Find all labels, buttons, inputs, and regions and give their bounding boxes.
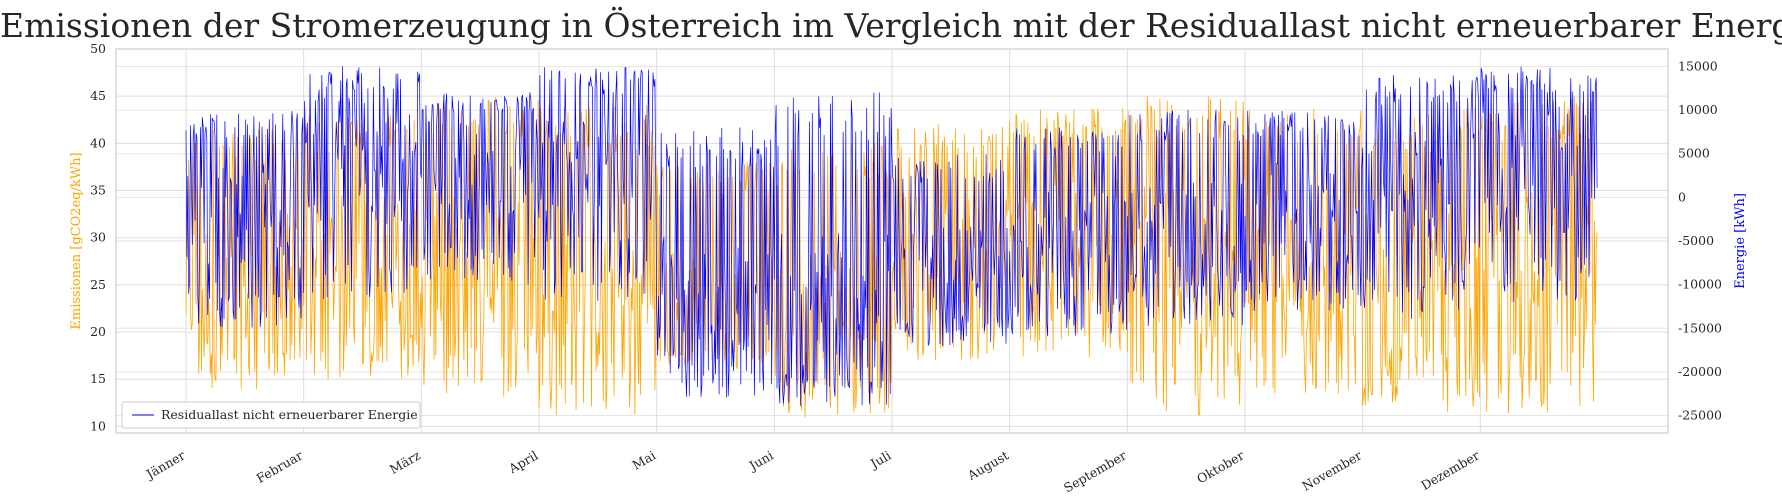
right-tick-label: 10000 [1678, 102, 1718, 117]
left-tick-label: 20 [90, 324, 106, 339]
left-tick-label: 35 [90, 183, 106, 198]
x-tick-label: Jänner [142, 448, 188, 483]
right-tick-label: -20000 [1678, 364, 1722, 379]
x-tick-label: März [387, 447, 423, 477]
x-tick-label: November [1299, 448, 1364, 494]
emissions-line [185, 95, 1598, 418]
left-tick-label: 30 [90, 230, 106, 245]
legend-box [121, 401, 421, 429]
plot-frame [115, 48, 1669, 434]
x-tick-label: Februar [254, 448, 306, 486]
residual-load-line [185, 66, 1598, 407]
left-tick-label: 10 [90, 418, 106, 433]
right-tick-label: -15000 [1678, 320, 1722, 335]
left-tick-label: 15 [90, 371, 106, 386]
left-tick-label: 45 [90, 88, 106, 103]
right-tick-label: -25000 [1678, 408, 1722, 423]
x-tick-label: Oktober [1194, 448, 1246, 487]
x-tick-label: Juli [866, 448, 893, 473]
legend: Residuallast nicht erneuerbarer Energie [121, 401, 421, 429]
legend-label: Residuallast nicht erneuerbarer Energie [161, 407, 418, 422]
right-tick-label: -10000 [1678, 277, 1722, 292]
right-tick-label: 5000 [1678, 146, 1710, 161]
left-axis-label: Emissionen [gCO2eq/kWh] [69, 152, 84, 329]
right-tick-label: -5000 [1678, 233, 1714, 248]
x-tick-label: Dezember [1418, 448, 1481, 493]
x-axis: Jänner Februar März April Mai Juni Juli August S… [142, 447, 1482, 495]
x-tick-label: Juni [745, 448, 776, 475]
x-tick-label: April [505, 448, 540, 477]
right-tick-label: 0 [1678, 189, 1686, 204]
right-tick-label: 15000 [1678, 58, 1718, 73]
x-tick-label: September [1061, 448, 1129, 496]
left-tick-label: 40 [90, 135, 106, 150]
left-tick-label: 25 [90, 277, 106, 292]
left-tick-label: 50 [90, 41, 106, 56]
x-tick-label: August [964, 448, 1011, 484]
residual-load-series [185, 66, 1598, 407]
emissions-series [185, 95, 1598, 418]
left-axis: 10 15 20 25 30 35 40 45 50 [90, 41, 106, 433]
right-axis: -25000 -20000 -15000 -10000 -5000 0 5000 10000 1… [1678, 58, 1722, 422]
chart-title: Emissionen der Stromerzeugung in Österre… [0, 6, 1782, 45]
right-axis-label: Energie [kWh] [1733, 193, 1748, 289]
x-tick-label: Mai [630, 448, 659, 473]
